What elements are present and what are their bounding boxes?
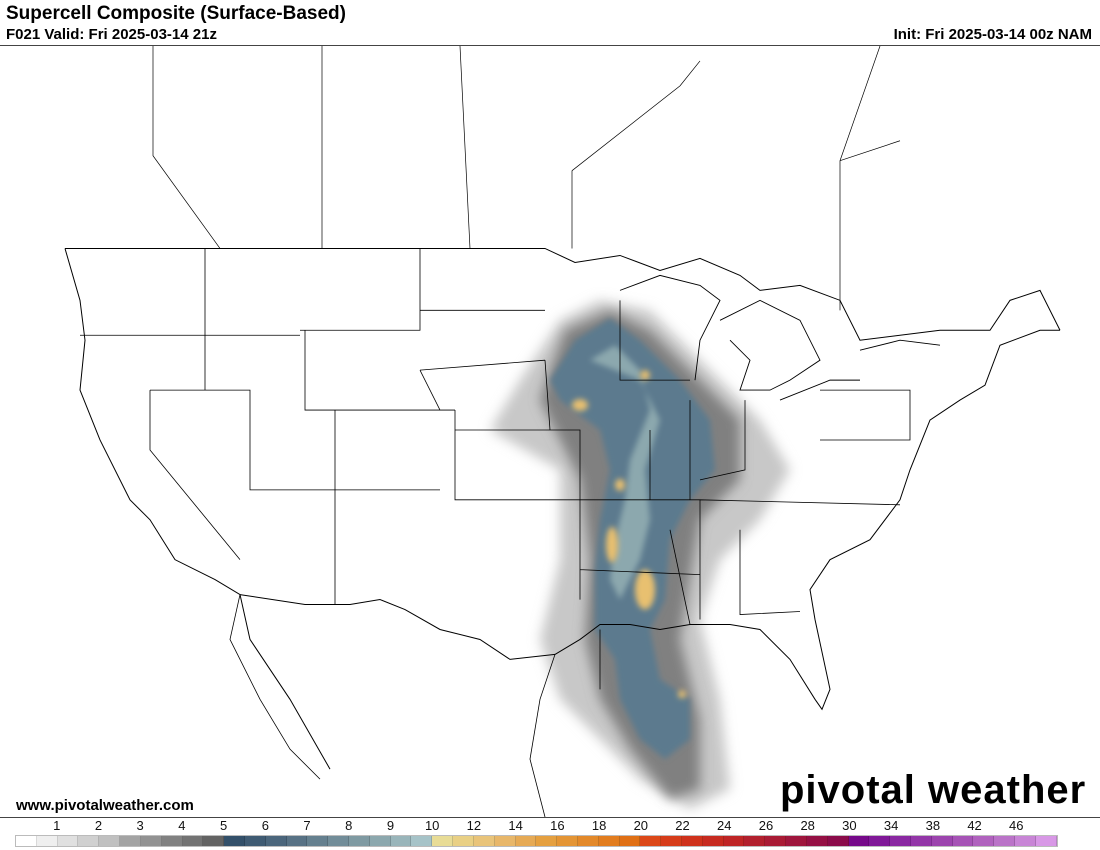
colorbar-swatch [286, 836, 308, 846]
colorbar-swatch [307, 836, 329, 846]
colorbar-swatch [473, 836, 495, 846]
colorbar-label: 16 [550, 818, 565, 833]
colorbar-swatch [161, 836, 183, 846]
field-yellow [615, 478, 625, 491]
colorbar-swatch [806, 836, 828, 846]
colorbar-swatch [349, 836, 370, 846]
gulf-coast [554, 329, 1060, 711]
colorbar-label: 42 [967, 818, 982, 833]
us-canada-border [65, 247, 1061, 341]
colorbar-swatch [952, 836, 974, 846]
colorbar-swatch [244, 836, 266, 846]
colorbar-label: 34 [883, 818, 899, 833]
colorbar-label: 26 [758, 818, 774, 833]
boundaries [64, 46, 1061, 817]
colorbar-label: 6 [261, 818, 269, 833]
colorbar-swatch [661, 836, 682, 846]
colorbar-swatch [598, 836, 620, 846]
colorbar-label: 24 [717, 818, 732, 833]
colorbar-label: 3 [136, 818, 144, 833]
colorbar-swatch [640, 836, 662, 846]
colorbar-swatch [973, 836, 995, 846]
colorbar-swatch [1015, 836, 1036, 846]
colorbar-swatch [890, 836, 911, 846]
colorbar-label: 1 [53, 818, 61, 833]
colorbar-swatch [515, 836, 537, 846]
colorbar-label: 30 [842, 818, 857, 833]
colorbar-swatch [265, 836, 287, 846]
baja [229, 594, 321, 780]
colorbar-swatch [848, 836, 870, 846]
colorbar-swatch [557, 836, 578, 846]
field-yellow [572, 399, 588, 412]
colorbar-label: 14 [508, 818, 523, 833]
scp-field [490, 300, 790, 810]
mexico-gulf-coast [529, 654, 556, 817]
field-yellow [678, 690, 686, 699]
colorbar-swatch [723, 836, 745, 846]
colorbar-swatch [910, 836, 932, 846]
mexico-border [239, 594, 556, 660]
colorbar-swatch [786, 836, 807, 846]
colorbar-swatch [328, 836, 349, 846]
colorbar-swatch [99, 836, 121, 846]
colorbar-label: 5 [219, 818, 228, 833]
colorbar-swatch [453, 836, 474, 846]
colorbar-swatch [931, 836, 953, 846]
map-title: Supercell Composite (Surface-Based) [6, 3, 346, 24]
colorbar [15, 835, 1058, 847]
colorbar-label: 9 [386, 818, 395, 833]
field-yellow [640, 370, 650, 381]
colorbar-label: 2 [94, 818, 103, 833]
colorbar-swatch [16, 836, 37, 846]
colorbar-swatch [682, 836, 703, 846]
colorbar-swatch [494, 836, 516, 846]
colorbar-label: 4 [178, 818, 186, 833]
colorbar-label: 22 [675, 818, 690, 833]
colorbar-swatch [36, 836, 58, 846]
website-url: www.pivotalweather.com [16, 797, 194, 814]
init-time: Init: Fri 2025-03-14 00z NAM [893, 26, 1092, 43]
colorbar-swatch [140, 836, 162, 846]
colorbar-swatch [536, 836, 558, 846]
colorbar-swatch [619, 836, 641, 846]
colorbar-swatch [1035, 836, 1057, 846]
state-lines [80, 248, 911, 690]
colorbar-swatch [869, 836, 891, 846]
colorbar-label: 8 [345, 818, 353, 833]
colorbar-swatch [577, 836, 599, 846]
colorbar-swatch [78, 836, 100, 846]
colorbar-label: 12 [466, 818, 482, 833]
colorbar-label: 38 [925, 818, 941, 833]
colorbar-label: 18 [591, 818, 607, 833]
west-coast [64, 248, 331, 770]
colorbar-swatch [432, 836, 454, 846]
canada-provinces [152, 46, 901, 311]
colorbar-swatch [411, 836, 433, 846]
colorbar-swatch [827, 836, 849, 846]
field-yellow [635, 569, 655, 610]
valid-time: F021 Valid: Fri 2025-03-14 21z [6, 26, 217, 43]
colorbar-swatch [994, 836, 1015, 846]
colorbar-label: 46 [1009, 818, 1024, 833]
colorbar-swatch [182, 836, 204, 846]
colorbar-swatch [390, 836, 412, 846]
colorbar-swatch [203, 836, 225, 846]
colorbar-swatch [702, 836, 724, 846]
colorbar-swatch [744, 836, 766, 846]
weather-map[interactable] [0, 45, 1100, 818]
colorbar-label: 20 [633, 818, 649, 833]
colorbar-swatch [765, 836, 787, 846]
colorbar-swatch [120, 836, 141, 846]
field-yellow [606, 526, 618, 563]
colorbar-label: 28 [800, 818, 815, 833]
colorbar-swatch [57, 836, 79, 846]
colorbar-swatch [224, 836, 245, 846]
great-lakes [619, 274, 941, 401]
pivotal-weather-logo: pivotal weather [780, 768, 1087, 812]
colorbar-label: 7 [303, 818, 311, 833]
field-blue-light [590, 345, 660, 600]
colorbar-swatch [369, 836, 391, 846]
colorbar-label: 10 [424, 818, 440, 833]
